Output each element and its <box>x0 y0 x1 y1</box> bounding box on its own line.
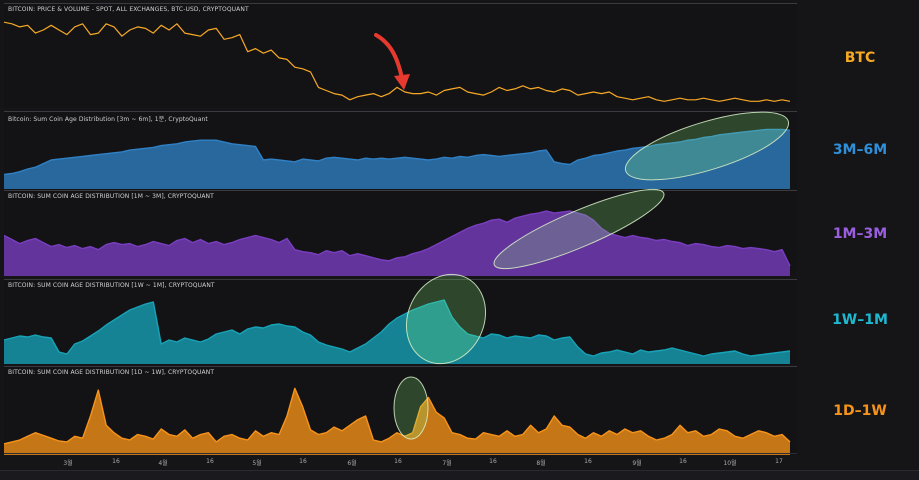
x-tick-label: 16 <box>206 458 214 465</box>
coin-age-3m-6m-title: Bitcoin: Sum Coin Age Distribution [3m ~… <box>8 116 208 123</box>
bottom-bar <box>0 470 919 480</box>
x-tick-label: 3월 <box>63 460 73 467</box>
x-tick-label: 16 <box>584 458 592 465</box>
coin-age-3m-6m-label: 3M–6M <box>832 142 888 158</box>
coin-age-1d-1w-plot <box>4 387 791 455</box>
x-tick-label: 16 <box>394 458 402 465</box>
btc-label: BTC <box>844 50 876 66</box>
x-tick-label: 8월 <box>536 460 546 467</box>
coin-age-1m-3m-panel: BITCOIN: SUM COIN AGE DISTRIBUTION [1M ~… <box>4 190 797 276</box>
x-tick-label: 4월 <box>158 460 168 467</box>
btc-price-panel: BITCOIN: PRICE & VOLUME - SPOT, ALL EXCH… <box>4 3 797 108</box>
x-tick-label: 5월 <box>252 460 262 467</box>
coin-age-1d-1w-label: 1D–1W <box>833 403 887 419</box>
coin-age-1m-3m-area <box>4 211 790 276</box>
coin-age-1d-1w-area <box>4 388 790 455</box>
coin-age-1d-1w-title: BITCOIN: SUM COIN AGE DISTRIBUTION [1D ~… <box>8 369 215 376</box>
coin-age-3m-6m-panel: Bitcoin: Sum Coin Age Distribution [3m ~… <box>4 111 797 189</box>
btc-price-series-line <box>4 21 791 102</box>
coin-age-1w-1m-title: BITCOIN: SUM COIN AGE DISTRIBUTION [1W ~… <box>8 282 215 289</box>
x-tick-label: 10월 <box>723 460 737 467</box>
btc-price-title: BITCOIN: PRICE & VOLUME - SPOT, ALL EXCH… <box>8 6 249 13</box>
coin-age-1m-3m-label: 1M–3M <box>832 226 888 242</box>
coin-age-1d-1w-panel: BITCOIN: SUM COIN AGE DISTRIBUTION [1D ~… <box>4 366 797 455</box>
coin-age-1m-3m-plot <box>4 210 791 276</box>
x-tick-label: 16 <box>489 458 497 465</box>
x-tick-label: 16 <box>679 458 687 465</box>
x-tick-label: 16 <box>112 458 120 465</box>
coin-age-1w-1m-series-line <box>4 299 791 357</box>
coin-age-1w-1m-panel: BITCOIN: SUM COIN AGE DISTRIBUTION [1W ~… <box>4 279 797 364</box>
x-tick-label: 7월 <box>442 460 452 467</box>
coin-age-3m-6m-plot <box>4 128 791 189</box>
x-tick-label: 6월 <box>347 460 357 467</box>
coin-age-1w-1m-area <box>4 300 790 364</box>
x-axis-line <box>4 453 797 454</box>
coin-age-3m-6m-area <box>4 129 790 189</box>
x-tick-label: 17 <box>775 458 783 465</box>
coin-age-1m-3m-title: BITCOIN: SUM COIN AGE DISTRIBUTION [1M ~… <box>8 193 214 200</box>
x-tick-label: 9월 <box>632 460 642 467</box>
btc-price-plot <box>4 21 791 102</box>
coin-age-1w-1m-label: 1W–1M <box>832 312 888 328</box>
coin-age-1w-1m-plot <box>4 299 791 364</box>
x-tick-label: 16 <box>299 458 307 465</box>
